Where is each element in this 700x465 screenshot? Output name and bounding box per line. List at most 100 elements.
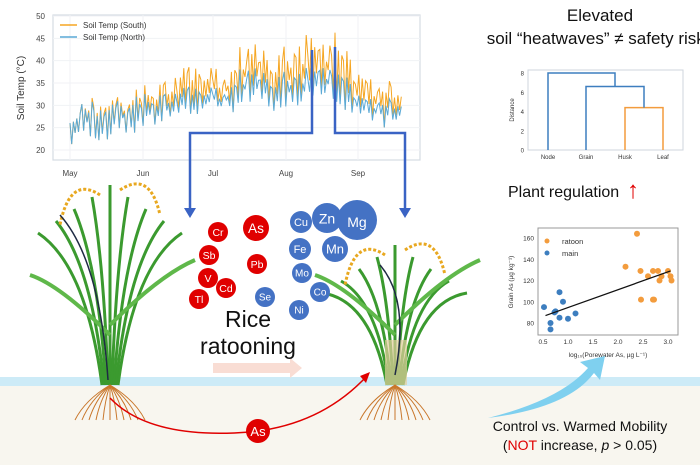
point-main (560, 298, 566, 305)
leaf (110, 196, 130, 386)
leaf (340, 279, 391, 386)
panicle (343, 247, 386, 286)
point-main (541, 304, 547, 311)
element-label: Ni (294, 306, 303, 317)
root (366, 384, 396, 421)
y-axis-label: Distance (510, 98, 516, 122)
soil-temp-chart: 20 25 30 35 40 45 50 May Jun Jul Aug Sep Soil Temp (… (16, 12, 421, 178)
x-tick-label: 2.0 (613, 339, 622, 346)
soil-as-bubble (246, 419, 270, 443)
arrow-head-left (184, 208, 196, 218)
x-tick-label: Aug (279, 169, 293, 178)
x-tick-label: Sep (351, 169, 366, 178)
element-bubble-Sb (199, 245, 219, 265)
y-tick-label: 100 (523, 299, 534, 306)
element-bubble-Mn (322, 236, 348, 262)
process-label-line2: ratooning (200, 333, 296, 359)
element-label: Mn (326, 242, 344, 257)
element-bubble-Mg (337, 200, 377, 240)
element-bubble-Zn (312, 203, 342, 233)
element-bubble-As (243, 215, 269, 241)
element-bubble-Cd (216, 278, 236, 298)
up-arrow-icon: ↑ (627, 177, 639, 204)
point-ratoon (651, 296, 657, 303)
y-tick-label: 120 (523, 278, 534, 285)
element-bubble-Se (255, 287, 275, 307)
point-ratoon (650, 267, 656, 274)
y-axis-label: Soil Temp (°C) (16, 56, 27, 120)
point-ratoon (668, 277, 675, 284)
x-tick-label: Jul (208, 169, 218, 178)
element-label: Cu (294, 217, 308, 229)
point-ratoon (637, 267, 644, 274)
element-bubble-V (198, 268, 218, 288)
point-main (556, 289, 563, 296)
y-tick-label: 4 (521, 110, 525, 116)
element-label: Cr (212, 227, 224, 239)
element-label: Sb (203, 250, 216, 262)
y-tick-label: 6 (521, 91, 525, 97)
fit-line (545, 270, 671, 317)
y-tick-label: 0 (521, 149, 525, 155)
connector-left (188, 50, 314, 210)
connector-right (333, 47, 407, 210)
root (373, 384, 396, 421)
x-axis-label: log₁₀(Porewater As, µg L⁻¹) (569, 352, 648, 359)
leaf-label: Leaf (657, 155, 669, 161)
legend-label-main: main (562, 249, 578, 258)
ratooning-arrow (213, 358, 302, 378)
not-emphasis: NOT (507, 437, 537, 453)
point-ratoon (656, 277, 663, 284)
root (109, 384, 146, 421)
leaf (393, 258, 481, 327)
panicle (404, 242, 447, 276)
element-label: Pb (251, 259, 264, 271)
as-transport-arrow-head (360, 372, 370, 383)
leaf (108, 258, 196, 327)
x-tick-label: 0.5 (538, 339, 547, 346)
element-label: Co (314, 288, 327, 299)
element-bubble-Ni (289, 300, 309, 320)
point-main (565, 315, 571, 322)
element-bubbles: Cr As Sb Pb V Cd Tl Se Cu Zn Mg Fe Mn Mo Co Ni (189, 200, 377, 320)
main-rice-plant (29, 182, 196, 421)
point-main (556, 314, 563, 321)
x-tick-label: 1.0 (563, 339, 572, 346)
element-label: Mg (347, 214, 366, 230)
y-tick-label: 45 (36, 34, 45, 43)
leaf (37, 231, 104, 386)
root (394, 384, 410, 421)
root (380, 384, 396, 421)
x-tick-label: 1.5 (588, 339, 597, 346)
leaf (116, 231, 183, 386)
point-main (572, 310, 579, 317)
element-label: V (204, 273, 211, 285)
mobility-line2: (NOT increase, p > 0.05) (470, 437, 690, 453)
stubble (385, 340, 407, 385)
element-bubble-Cu (290, 211, 312, 233)
panicle (58, 187, 101, 226)
legend-marker-main (544, 250, 550, 256)
y-tick-label: 2 (521, 129, 525, 135)
headline-line2: soil “heatwaves” ≠ safety risks (486, 29, 700, 48)
point-ratoon (655, 267, 661, 274)
panicle (119, 182, 162, 216)
dendrogram-chart: 0 2 4 6 8 Distance Node Grain Husk Leaf (510, 69, 684, 161)
leaf-label: Husk (618, 155, 633, 161)
x-tick-label: 3.0 (663, 339, 672, 346)
root (394, 384, 417, 421)
root (81, 384, 111, 421)
y-tick-label: 160 (523, 236, 534, 243)
point-main (547, 326, 554, 333)
root (394, 384, 403, 421)
point-ratoon (634, 230, 640, 237)
element-bubble-Pb (247, 254, 267, 274)
y-tick-label: 30 (36, 101, 45, 110)
leaf (112, 208, 148, 386)
paren-open: ( (502, 437, 508, 453)
leaf (314, 273, 397, 337)
leaf (54, 220, 106, 386)
element-label: Zn (319, 210, 335, 226)
element-label: Tl (195, 294, 204, 306)
